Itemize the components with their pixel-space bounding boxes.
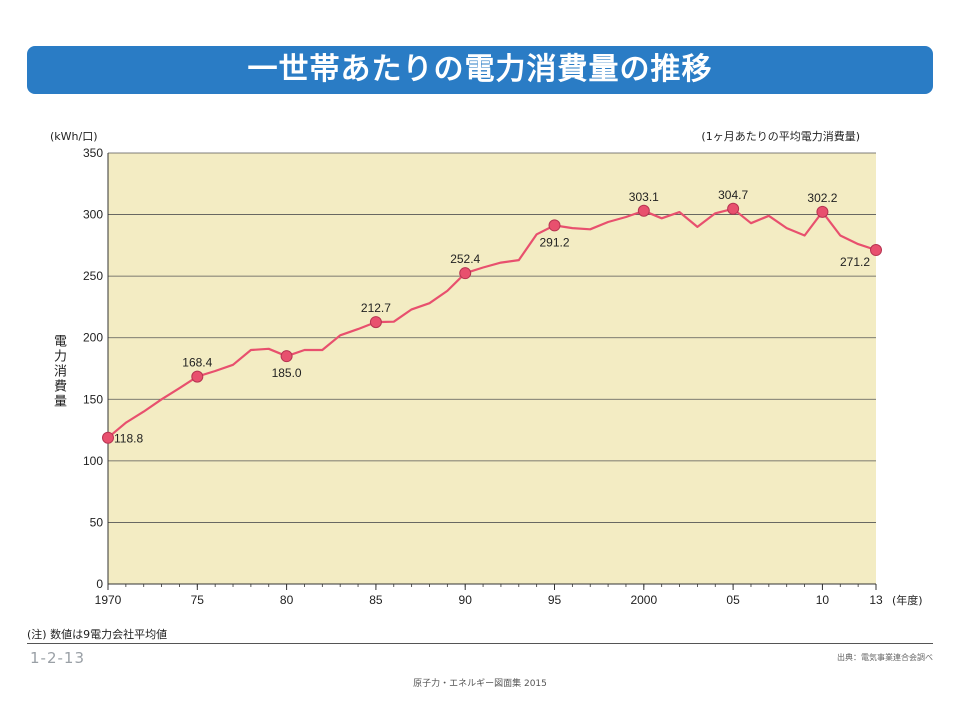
data-label: 185.0 [272, 366, 302, 380]
y-tick-label: 50 [90, 515, 104, 529]
chart-title: 一世帯あたりの電力消費量の推移 [247, 52, 713, 87]
y-tick-label: 300 [83, 208, 103, 222]
data-label: 212.7 [361, 301, 391, 315]
title-banner: 一世帯あたりの電力消費量の推移 [27, 46, 933, 94]
y-tick-label: 350 [83, 146, 103, 160]
footnote: (注) 数値は9電力会社平均値 [27, 628, 168, 641]
y-tick-label: 200 [83, 331, 103, 345]
series-line [107, 207, 877, 439]
data-point-marker [280, 350, 293, 363]
data-label: 252.4 [450, 252, 480, 266]
data-point-marker [637, 204, 650, 217]
data-label: 303.1 [629, 190, 659, 204]
y-tick-label: 0 [96, 577, 103, 591]
divider [27, 643, 933, 644]
source-note: 出典：電気事業連合会調べ [837, 653, 933, 662]
y-axis-unit: (kWh/口) [50, 130, 98, 143]
data-label: 291.2 [539, 235, 569, 249]
data-label: 271.2 [840, 255, 870, 269]
x-tick-label: 13 [869, 593, 883, 607]
data-point-marker [191, 370, 204, 383]
y-tick-label: 150 [83, 392, 103, 406]
x-tick-label: 75 [191, 593, 205, 607]
x-tick-label: 1970 [95, 593, 122, 607]
x-tick-label: 80 [280, 593, 294, 607]
page-id: 1-2-13 [30, 649, 85, 667]
data-point-marker [727, 202, 740, 215]
y-tick-label: 100 [83, 454, 103, 468]
x-tick-label: 95 [548, 593, 562, 607]
data-label: 118.8 [114, 432, 143, 446]
data-label: 304.7 [718, 188, 748, 202]
x-tick-label: 2000 [630, 593, 657, 607]
y-axis-label: 電力消費量 [51, 334, 66, 409]
x-tick-label: 10 [816, 593, 830, 607]
data-point-marker [369, 316, 382, 329]
data-point-marker [459, 267, 472, 280]
y-tick-label: 250 [83, 269, 103, 283]
data-label: 302.2 [807, 191, 837, 205]
data-point-marker [816, 205, 829, 218]
plot-area [108, 153, 876, 584]
publication-footer: 原子力・エネルギー図面集 2015 [413, 679, 547, 689]
x-tick-label: 05 [726, 593, 740, 607]
x-axis-unit: (年度) [892, 593, 923, 607]
x-tick-label: 85 [369, 593, 383, 607]
data-point-marker [102, 431, 114, 444]
data-point-marker [548, 219, 561, 232]
x-tick-label: 90 [459, 593, 473, 607]
data-label: 168.4 [182, 356, 212, 370]
data-point-marker [870, 244, 882, 257]
chart-subtitle: (1ヶ月あたりの平均電力消費量) [701, 130, 860, 143]
